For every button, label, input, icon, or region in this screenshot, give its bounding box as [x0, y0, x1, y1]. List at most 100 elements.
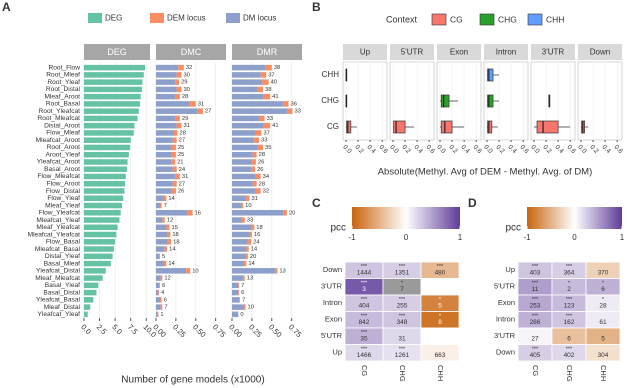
- x-tick-label: 7.5: [126, 322, 140, 336]
- colorbar: [527, 207, 622, 229]
- significance: ***: [532, 280, 539, 286]
- facet-strip: [437, 44, 481, 60]
- bar-dm: [156, 246, 165, 252]
- x-tick-label: 0.0: [435, 144, 447, 156]
- bar: [84, 64, 146, 71]
- bar: [84, 173, 126, 180]
- row-label: Exon: [325, 315, 342, 324]
- bar-dem: [262, 79, 269, 85]
- bar-dem: [255, 130, 262, 136]
- bar-dm: [156, 144, 172, 151]
- bar-dem: [167, 239, 172, 245]
- bar-dm: [232, 151, 253, 158]
- legend-label: DEM locus: [167, 14, 206, 23]
- panel-label: C: [312, 196, 321, 210]
- bar-dem: [172, 166, 177, 172]
- bar-dem: [173, 130, 178, 136]
- category-label: Root_Yleaf: [47, 79, 80, 86]
- facet-title: Exon: [450, 48, 468, 57]
- bar-dem: [171, 159, 176, 165]
- category-label: Mleafcat_Yleaf: [36, 217, 80, 224]
- bar-dm: [232, 275, 244, 281]
- category-label: Flow_Yleaf: [47, 195, 80, 202]
- bar-label: 7: [164, 203, 167, 209]
- bar-label: 24: [253, 239, 260, 245]
- cell-count: 11: [532, 286, 539, 293]
- bar-label: 14: [168, 261, 175, 267]
- category-label: Flow_Yleafcat: [39, 210, 81, 217]
- row-label: Up: [505, 265, 515, 274]
- category-label: Flow_Aroot: [47, 180, 81, 187]
- bar-dem: [252, 180, 257, 187]
- legend-label: DEG: [105, 14, 122, 23]
- bar-label: 20: [250, 254, 256, 260]
- bar-dem: [172, 137, 177, 143]
- row-label: 5'UTR: [494, 282, 516, 291]
- bar-dem: [187, 210, 193, 216]
- box: [487, 68, 494, 82]
- cell-count: 7: [400, 286, 404, 293]
- bar-dm: [156, 151, 172, 158]
- cell-count: 8: [438, 319, 442, 326]
- bar: [84, 115, 138, 122]
- facet-title: DEG: [107, 47, 127, 57]
- bar-dm: [232, 93, 264, 100]
- bar-label: 29: [181, 80, 187, 86]
- column-label: CG: [531, 365, 540, 376]
- bar-dm: [156, 180, 173, 187]
- x-tick-label: 0.0: [482, 144, 494, 156]
- colorbar-tick-label: 1: [620, 233, 625, 242]
- bar-label: 32: [186, 65, 192, 71]
- bar-dm: [156, 210, 188, 216]
- bar-label: 26: [178, 189, 184, 195]
- x-tick-label: 0.0: [341, 144, 353, 156]
- bar-dem: [259, 115, 265, 122]
- x-tick-label: 0.6: [425, 144, 437, 156]
- x-tick-label: 0.0: [79, 322, 93, 336]
- significance: ***: [361, 330, 368, 336]
- bar-dm: [232, 304, 244, 310]
- significance: ***: [532, 346, 539, 352]
- x-tick-label: 0.2: [447, 144, 459, 156]
- colorbar-title: pcc: [505, 223, 521, 234]
- facet-strip: [156, 44, 226, 60]
- significance: ***: [361, 346, 368, 352]
- bar: [84, 188, 125, 194]
- significance: *: [439, 313, 442, 319]
- x-tick-label: 0.0: [576, 144, 588, 156]
- bar-label: 34: [263, 174, 270, 180]
- panel-label: A: [2, 0, 11, 14]
- heat-cell: [420, 327, 460, 345]
- bar-dem: [254, 137, 260, 143]
- x-axis-title: Number of gene models (x1000): [121, 375, 264, 386]
- bar: [84, 239, 116, 245]
- facet-title: DMC: [181, 47, 202, 57]
- bar-dem: [175, 79, 180, 85]
- row-label: Down: [496, 348, 515, 357]
- x-tick-label: 0.0: [388, 144, 400, 156]
- bar-dm: [232, 115, 260, 122]
- x-tick-label: 0.0: [529, 144, 541, 156]
- bar-dem: [175, 93, 180, 100]
- heat-cell: [585, 344, 621, 362]
- cell-count: 5: [438, 303, 442, 310]
- bar-dem: [255, 188, 261, 194]
- bar: [84, 297, 94, 303]
- bar-label: 27: [205, 109, 211, 115]
- x-tick-label: 0.2: [541, 144, 553, 156]
- bar-dm: [232, 159, 252, 165]
- category-label: Yleafcat_Aroot: [37, 159, 80, 166]
- bar-dem: [265, 64, 272, 71]
- bar: [84, 202, 122, 209]
- bar: [84, 130, 134, 136]
- bar-dem: [166, 224, 170, 231]
- bar-label: 6: [162, 283, 165, 289]
- box: [536, 120, 559, 134]
- facet-title: 5'UTR: [401, 48, 424, 57]
- bar-dm: [232, 311, 239, 318]
- bar-dm: [156, 173, 176, 180]
- bar: [84, 137, 131, 143]
- bar-label: 28: [259, 152, 265, 158]
- category-label: Mleaf_Aroot: [44, 93, 80, 100]
- bar-label: 40: [271, 80, 277, 86]
